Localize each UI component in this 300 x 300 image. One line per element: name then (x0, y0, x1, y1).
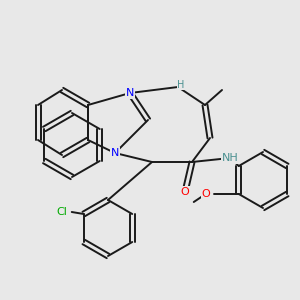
Text: O: O (201, 189, 210, 199)
Text: NH: NH (222, 153, 238, 163)
Text: N: N (111, 148, 119, 158)
Text: H: H (177, 80, 185, 90)
Text: Cl: Cl (56, 207, 67, 217)
Text: O: O (181, 187, 189, 197)
Text: N: N (126, 88, 134, 98)
